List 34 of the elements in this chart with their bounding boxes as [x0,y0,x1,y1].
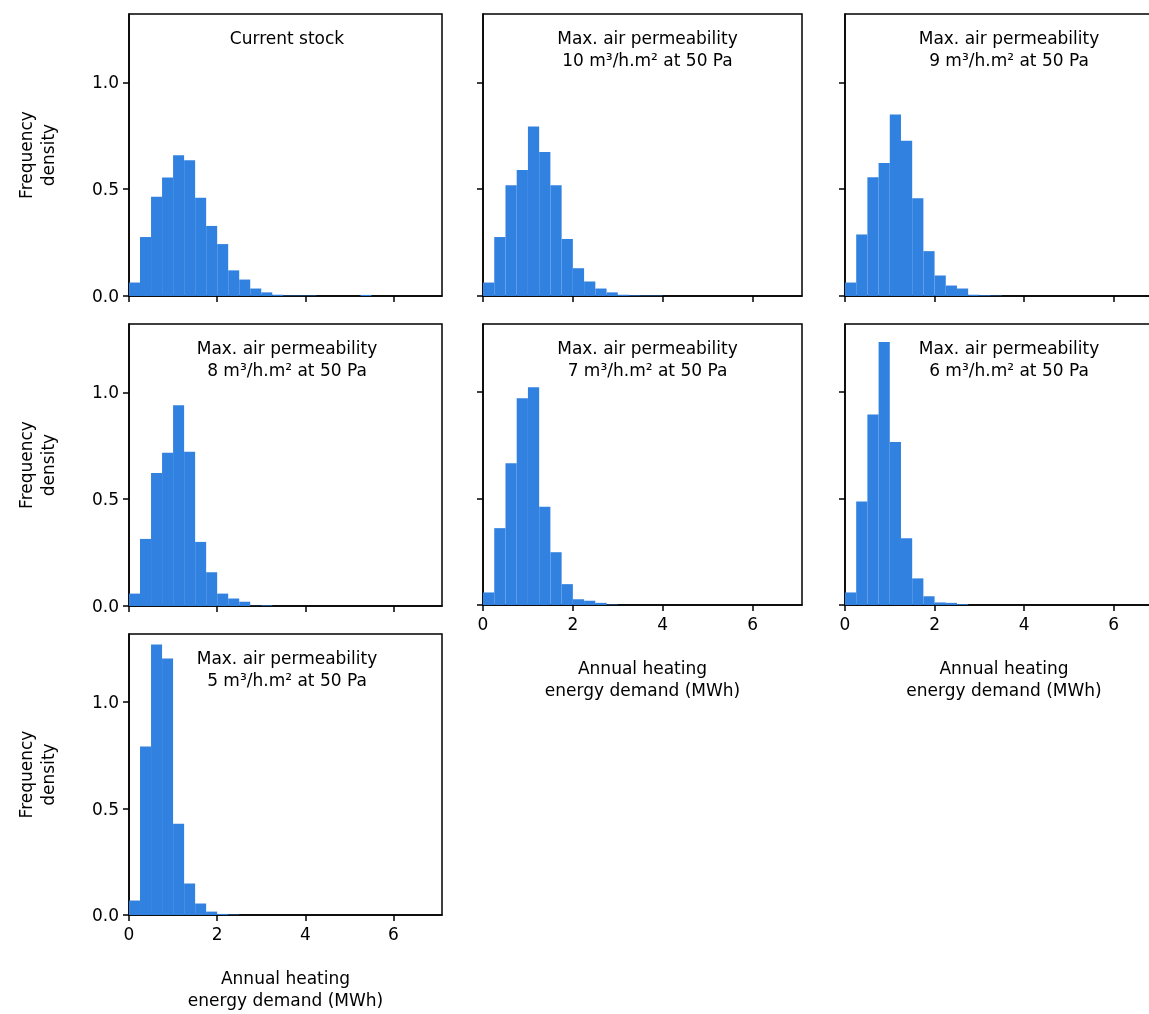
y-tick-label: 1.0 [91,382,119,403]
y-tick-label: 0.0 [91,905,119,925]
y-tick-label: 1.0 [91,692,119,713]
x-tick-label: 2 [211,923,223,944]
x-tick-label: 4 [657,613,669,634]
text: Max. air permeability 6 m³/h.m² at 50 Pa [918,338,1100,380]
text: Max. air permeability 7 m³/h.m² at 50 Pa [557,338,738,380]
x-tick-label: 0 [839,613,851,634]
x-tick-label: 2 [929,613,940,634]
x-tick-label: 4 [299,923,311,944]
x-axis-title: Annual heating energy demand (MWh) [187,968,384,1010]
y-tick-label: 0.5 [91,179,119,200]
x-axis-title: Annual heating energy demand (MWh) [544,658,741,700]
x-tick-label: 4 [1018,613,1030,634]
x-axis-title: Annual heating energy demand (MWh) [906,658,1102,700]
x-tick-label: 6 [747,613,758,634]
y-tick-label: 1.0 [91,72,119,93]
text: Max. air permeability 9 m³/h.m² at 50 Pa [918,28,1100,70]
text: Max. air permeability 10 m³/h.m² at 50 Pa [557,28,738,70]
y-tick-label: 0.0 [91,286,119,306]
text: Max. air permeability 5 m³/h.m² at 50 Pa [196,648,378,690]
y-axis-title: Frequency density [16,730,58,819]
y-axis-title: Frequency density [16,421,58,509]
y-axis-title: Frequency density [16,111,58,199]
text: Current stock [229,28,345,48]
text: Max. air permeability 8 m³/h.m² at 50 Pa [196,338,378,380]
x-tick-label: 0 [477,613,489,634]
x-tick-label: 6 [388,923,399,944]
y-tick-label: 0.5 [91,489,119,510]
x-tick-label: 2 [567,613,579,634]
x-tick-label: 0 [123,923,135,944]
x-tick-label: 6 [1108,613,1120,634]
y-tick-label: 0.0 [91,596,119,616]
y-tick-label: 0.5 [91,798,119,819]
